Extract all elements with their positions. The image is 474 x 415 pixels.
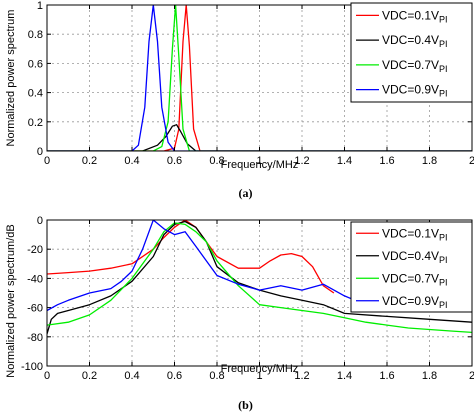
series-line-0: [47, 5, 472, 151]
x-tick-label: 0.6: [167, 155, 182, 167]
series-line-2: [47, 5, 472, 151]
panel-b: 0 0.2 0.4 0.6 0.8 1 1.2 1.4 1.6 1.8 2 -100 -80 -60 -40…: [5, 215, 474, 412]
y-tick-label: 0.8: [28, 29, 43, 41]
legend-entry-name: VDC=0.7V: [382, 271, 439, 285]
legend-entry-2: VDC=0.7VPI: [382, 271, 448, 287]
y-tick-label: -60: [27, 303, 43, 315]
legend-entry-2: VDC=0.7VPI: [382, 58, 448, 74]
legend-entry-name: VDC=0.1V: [382, 226, 439, 240]
legend-entry-3: VDC=0.9VPI: [382, 294, 448, 310]
panel-a: 0 0.2 0.4 0.6 0.8 1 1.2 1.4 1.6 1.8 2 0 0.2 0.4 0.6 0.8…: [5, 0, 474, 200]
x-tick-label: 0.6: [167, 370, 182, 382]
x-tick-label: 0.4: [124, 370, 139, 382]
series-line-1: [47, 220, 472, 335]
y-tick-label: -100: [21, 361, 43, 373]
series-line-1: [47, 124, 472, 151]
x-tick-label: 0.2: [82, 155, 97, 167]
legend-entry-subscript: PI: [439, 64, 448, 74]
x-tick-label: 1.2: [294, 370, 309, 382]
series-line-3: [47, 220, 367, 312]
y-axis-label: Normalized power spectrum/dB: [5, 224, 17, 377]
y-tick-label: 0.6: [28, 58, 43, 70]
x-axis-label: Frequency/MHz: [221, 159, 299, 171]
legend-entry-subscript: PI: [439, 14, 448, 24]
y-tick-label: 1: [37, 0, 43, 12]
x-tick-label: 0: [44, 370, 50, 382]
legend-entry-subscript: PI: [439, 39, 448, 49]
x-tick-label: 1.4: [337, 155, 352, 167]
legend-entry-name: VDC=0.4V: [382, 33, 439, 47]
legend-entry-subscript: PI: [439, 277, 448, 287]
legend-entry-name: VDC=0.9V: [382, 83, 439, 97]
legend-entry-1: VDC=0.4VPI: [382, 249, 448, 265]
x-tick-label: 1.6: [379, 370, 394, 382]
legend-entry-3: VDC=0.9VPI: [382, 83, 448, 99]
legend-entry-subscript: PI: [439, 300, 448, 310]
legend-entry-1: VDC=0.4VPI: [382, 33, 448, 49]
y-tick-label: 0: [37, 146, 43, 158]
x-tick-label: 0: [44, 155, 50, 167]
x-tick-label: 1: [256, 155, 262, 167]
x-tick-label: 0.8: [209, 370, 224, 382]
legend-box: [350, 2, 473, 103]
y-tick-label: -80: [27, 332, 43, 344]
series-line-3: [47, 5, 472, 151]
y-tick-label: 0.4: [28, 88, 43, 100]
legend-entry-name: VDC=0.9V: [382, 294, 439, 308]
legend-entry-0: VDC=0.1VPI: [382, 226, 448, 242]
x-tick-label: 1.8: [422, 155, 437, 167]
legend-entry-name: VDC=0.4V: [382, 249, 439, 263]
legend-box: [350, 221, 473, 313]
x-tick-label: 0.8: [209, 155, 224, 167]
x-tick-label: 1.2: [294, 155, 309, 167]
x-tick-label: 2: [469, 155, 474, 167]
x-tick-label: 0.4: [124, 155, 139, 167]
series-line-2: [47, 222, 472, 334]
legend-entry-name: VDC=0.1V: [382, 8, 439, 22]
x-tick-label: 1.6: [379, 155, 394, 167]
x-tick-label: 2: [469, 370, 474, 382]
y-tick-label: -40: [27, 273, 43, 285]
legend-entry-name: VDC=0.7V: [382, 58, 439, 72]
x-axis-label: Frequency/MHz: [221, 363, 299, 375]
legend-entry-subscript: PI: [439, 232, 448, 242]
y-axis-label: Normalized power spectrum: [5, 10, 17, 147]
y-tick-label: 0.2: [28, 117, 43, 129]
x-tick-label: 1.4: [337, 370, 352, 382]
panel-label: (b): [238, 398, 253, 412]
x-tick-label: 1: [256, 370, 262, 382]
x-tick-label: 1.8: [422, 370, 437, 382]
y-tick-label: 0: [37, 215, 43, 227]
y-tick-label: -20: [27, 244, 43, 256]
x-tick-label: 0.2: [82, 370, 97, 382]
panel-label: (a): [239, 186, 253, 200]
legend-entry-0: VDC=0.1VPI: [382, 8, 448, 24]
legend-entry-subscript: PI: [439, 89, 448, 99]
legend-entry-subscript: PI: [439, 255, 448, 265]
